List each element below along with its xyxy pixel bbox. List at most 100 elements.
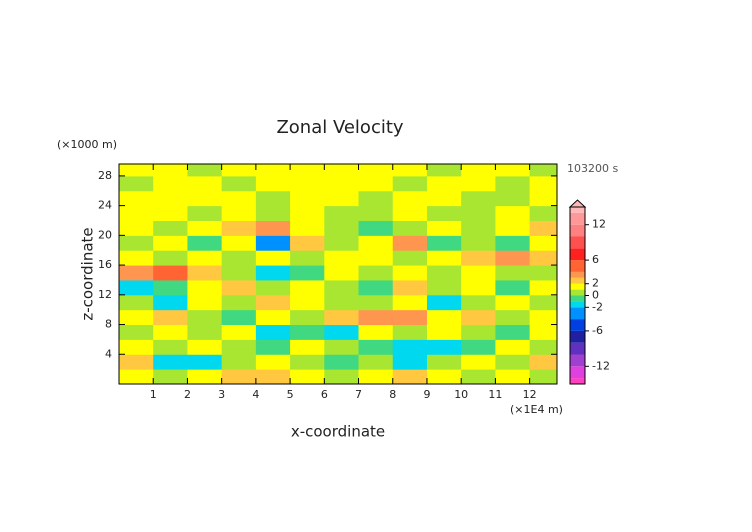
cell [153,175,188,192]
cell [461,220,496,236]
cell [324,294,360,311]
cell [392,279,428,296]
cell [290,220,325,236]
cell [426,250,462,266]
cell [255,339,291,355]
cell [461,279,496,296]
cell [255,294,291,311]
cell [119,205,154,221]
cell [153,265,188,281]
cell [290,339,325,355]
field [119,164,557,384]
cell [495,190,531,207]
cell [529,235,557,251]
cell [187,205,223,221]
cell [290,279,325,296]
cell [221,339,257,355]
cell [495,220,531,236]
cell [529,265,557,281]
cell [358,339,394,355]
cell [153,190,188,207]
x-tick-label: 2 [184,388,191,401]
cell [392,175,428,192]
cell [153,235,188,251]
cell [495,250,531,266]
cell [529,175,557,192]
cell [461,265,496,281]
plot-frame [118,163,558,385]
cell [255,324,291,340]
cell [392,309,428,326]
cell [529,309,557,326]
cell [324,339,360,355]
cell [529,220,557,236]
cell [426,265,462,281]
colorbar-bin [570,283,585,290]
cell [153,339,188,355]
cell [119,354,154,370]
x-tick-label: 6 [321,388,328,401]
colorbar-bin [570,330,585,343]
cell [426,369,462,384]
y-tick-label: 24 [98,199,112,212]
cell [153,309,188,326]
cell [187,294,223,311]
colorbar-bin [570,301,585,308]
cell [392,235,428,251]
cell [290,250,325,266]
cell [119,369,154,384]
cell [255,164,291,177]
cell [324,369,360,384]
cell [426,309,462,326]
cell [290,205,325,221]
cell [119,279,154,296]
cell [119,339,154,355]
cell [358,250,394,266]
cell [255,279,291,296]
cell [187,279,223,296]
colorbar-bin [570,277,585,284]
cell [426,220,462,236]
x-tick-label: 3 [218,388,225,401]
x-tick-label: 5 [287,388,294,401]
cell [221,309,257,326]
cell [358,324,394,340]
cell [324,265,360,281]
cell [358,309,394,326]
colorbar-bin [570,354,585,367]
cell [187,235,223,251]
cell [221,294,257,311]
cell [221,190,257,207]
cell [426,294,462,311]
cell [255,220,291,236]
cell [255,354,291,370]
cell [221,175,257,192]
y-axis-title: z-coordinate [79,227,97,320]
x-tick-label: 8 [389,388,396,401]
cell [529,294,557,311]
x-tick-label: 4 [252,388,259,401]
cell [461,294,496,311]
cell [358,279,394,296]
cell [461,205,496,221]
colorbar-tick-label: 6 [592,253,599,266]
colorbar-tick-label: 2 [592,277,599,290]
cell [495,164,531,177]
colorbar-bin [570,366,585,379]
cell [324,220,360,236]
colorbar-bin [570,207,585,213]
cell [392,294,428,311]
time-label: 103200 s [567,162,618,175]
x-tick-label: 11 [488,388,502,401]
cell [392,220,428,236]
cell [461,309,496,326]
colorbar-bin [570,289,585,296]
cell [461,369,496,384]
cell [495,279,531,296]
cell [119,235,154,251]
cell [119,175,154,192]
cell [290,309,325,326]
cell [290,235,325,251]
colorbar-bin [570,378,585,384]
cell [529,190,557,207]
